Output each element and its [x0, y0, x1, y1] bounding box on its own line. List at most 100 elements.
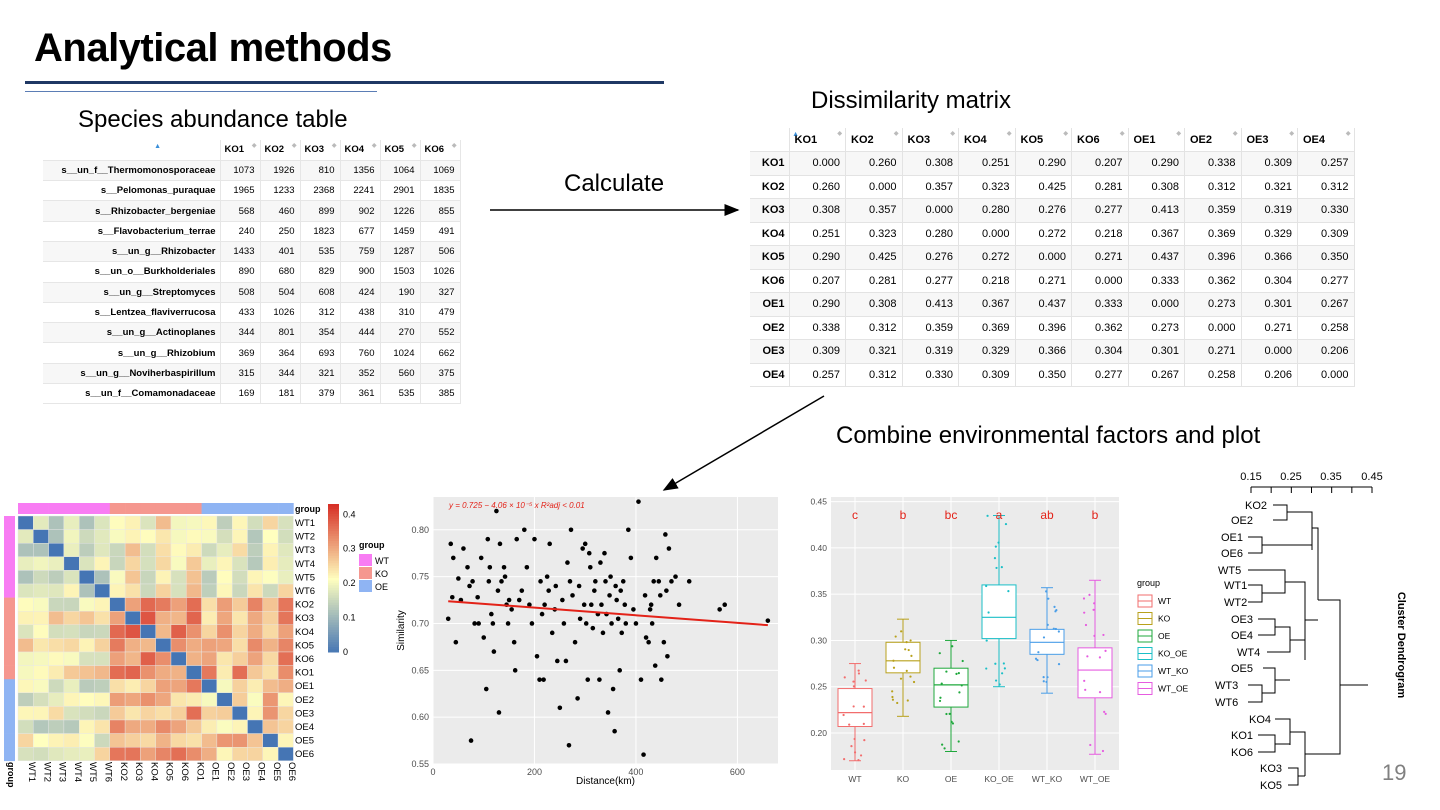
boxplot-significance-letter: ab [1040, 508, 1054, 522]
heatmap-legend-swatch [359, 567, 372, 579]
heatmap-cell [186, 638, 202, 653]
matrix-col-header[interactable]: OE2 ◆ [1184, 128, 1242, 152]
matrix-cell: 0.330 [1297, 198, 1355, 223]
heatmap-cell [33, 692, 49, 707]
boxplot-point [1103, 710, 1106, 713]
matrix-cell: 0.271 [1241, 316, 1298, 340]
sort-icon[interactable]: ◆ [291, 143, 297, 149]
scatter-panel [433, 497, 778, 764]
heatmap-cell [170, 529, 187, 544]
sort-icon[interactable]: ◆ [451, 143, 457, 149]
heatmap-cell [155, 597, 172, 612]
species-row: s__un_o__Burkholderiales 890 680 829 900 1503… [43, 261, 461, 283]
heatmap-cell [63, 719, 80, 734]
sort-icon[interactable]: ◆ [1006, 131, 1012, 137]
heatmap-cell [48, 651, 65, 666]
heatmap-cell [63, 733, 80, 748]
species-cell: 1433 [220, 241, 261, 263]
heatmap-cell [277, 543, 294, 558]
matrix-col-header[interactable]: KO4 ◆ [958, 128, 1016, 152]
species-cell: 169 [220, 383, 261, 405]
scatter-point [450, 555, 456, 561]
matrix-row-name: KO6 [750, 269, 790, 293]
heatmap-cell [186, 543, 202, 558]
matrix-cell: 0.000 [1071, 269, 1129, 293]
boxplot-point [1092, 608, 1095, 611]
scatter-point [586, 550, 592, 556]
heatmap-row-label: WT6 [295, 586, 315, 597]
heatmap-cell [262, 597, 279, 612]
matrix-col-header[interactable]: OE3 ◆ [1241, 128, 1298, 152]
sort-icon[interactable]: ◆ [1345, 131, 1351, 137]
sort-icon[interactable]: ◆ [893, 131, 899, 137]
matrix-cell: 0.308 [902, 151, 959, 176]
matrix-col-header[interactable]: OE1 ◆ [1128, 128, 1185, 152]
species-col-header[interactable]: KO2 ◆ [260, 140, 301, 161]
heatmap-side-group-cell [4, 679, 15, 694]
scatter-point [581, 602, 587, 608]
matrix-col-header[interactable]: KO1 ◆ [789, 128, 846, 152]
matrix-col-header[interactable]: KO6 ◆ [1071, 128, 1129, 152]
heatmap-cell [277, 747, 294, 762]
sort-icon[interactable]: ◆ [1232, 131, 1238, 137]
heatmap-scale-segment [328, 649, 339, 653]
heatmap-scale-segment [328, 516, 339, 520]
species-row: s__un_g__Actinoplanes 344 801 354 444 270 552 [43, 322, 461, 344]
species-col-header[interactable]: KO5 ◆ [380, 140, 421, 161]
heatmap-cell [48, 611, 65, 626]
sort-icon[interactable]: ◆ [950, 131, 955, 137]
sort-icon[interactable]: ◆ [371, 143, 377, 149]
boxplot-point [1083, 611, 1086, 614]
sort-icon[interactable]: ◆ [1289, 131, 1294, 137]
heatmap-cell [109, 543, 126, 558]
sort-icon[interactable]: ◆ [411, 143, 417, 149]
species-col-header[interactable]: KO3 ◆ [300, 140, 341, 161]
matrix-row-name: OE1 [750, 292, 790, 317]
scatter-point [651, 579, 656, 584]
sort-icon[interactable]: ◆ [1119, 131, 1125, 137]
dissimilarity-heading: Dissimilarity matrix [811, 87, 1011, 114]
heatmap-cell [231, 733, 248, 748]
heatmap-scale-segment [328, 504, 339, 507]
sort-icon[interactable]: ◆ [251, 143, 257, 149]
boxplot-point [940, 682, 943, 685]
heatmap-cell [109, 651, 126, 666]
matrix-row: KO1 0.000 0.260 0.308 0.251 0.290 0.207 0.290 0.… [750, 151, 1355, 176]
boxplot-point [1001, 672, 1004, 675]
scatter-point [620, 579, 626, 584]
matrix-cell: 0.267 [1297, 292, 1355, 317]
matrix-cell: 0.257 [1297, 151, 1355, 176]
heatmap-cell [186, 733, 202, 748]
sort-icon[interactable]: ◆ [837, 131, 842, 137]
scatter-point [626, 527, 631, 533]
species-col-header[interactable]: KO4 ◆ [340, 140, 381, 161]
scatter-point [653, 555, 659, 561]
species-row-name: s__un_f__Comamonadaceae [43, 383, 221, 405]
matrix-row-name: KO3 [750, 198, 790, 223]
heatmap-cell [94, 583, 111, 598]
matrix-col-header[interactable]: KO2 ◆ [845, 128, 903, 152]
matrix-col-header[interactable]: KO5 ◆ [1015, 128, 1072, 152]
sort-icon[interactable]: ◆ [1063, 131, 1068, 137]
species-col-header[interactable]: KO6 ◆ [420, 140, 461, 161]
boxplot-point [910, 654, 913, 657]
heatmap-scale-segment [328, 506, 339, 510]
matrix-col-header[interactable]: KO3 ◆ [902, 128, 959, 152]
boxplot-point [1042, 680, 1045, 683]
matrix-cell: 0.207 [1071, 151, 1129, 176]
heatmap-cell [247, 570, 264, 585]
sort-icon[interactable]: ◆ [331, 143, 337, 149]
heatmap-cell [247, 556, 264, 571]
boxplot-point [951, 722, 955, 725]
species-corner-sort[interactable]: ▲ [43, 140, 221, 161]
heatmap-top-group-cell [79, 503, 95, 514]
sort-icon[interactable]: ◆ [1176, 131, 1181, 137]
species-cell: 344 [220, 322, 261, 344]
species-row: s__un_g__Noviherbaspirillum 315 344 321 352 5… [43, 363, 461, 385]
heatmap-top-group-cell [94, 503, 111, 514]
heatmap-top-group-cell [155, 503, 172, 514]
species-col-header[interactable]: KO1 ◆ [220, 140, 261, 161]
matrix-col-header[interactable]: OE4 ◆ [1297, 128, 1355, 152]
heatmap-cell [155, 543, 172, 558]
sort-asc-icon[interactable]: ▲ [154, 143, 161, 150]
